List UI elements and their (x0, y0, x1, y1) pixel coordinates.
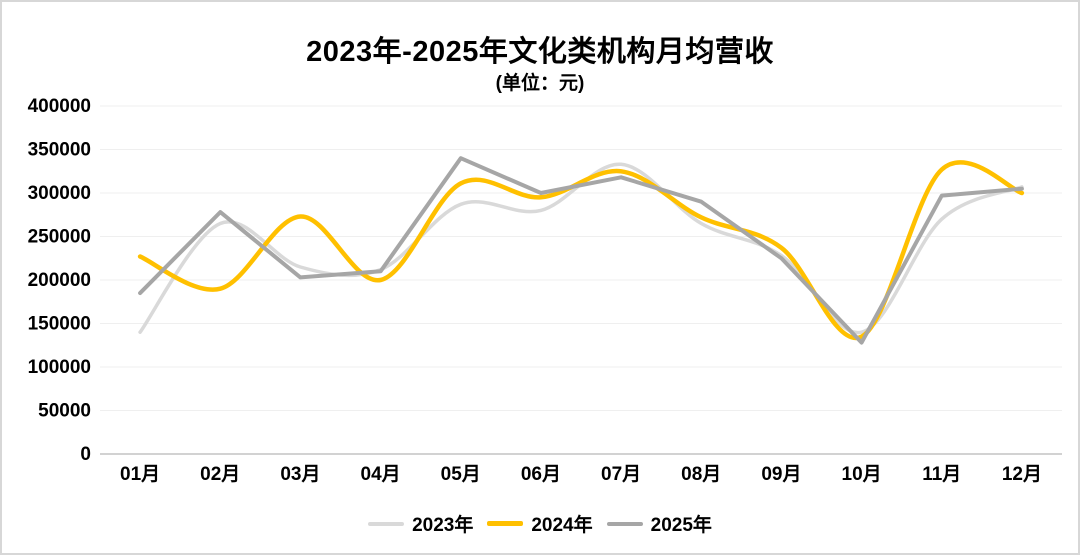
x-axis-tick-label: 08月 (681, 464, 721, 485)
y-axis-tick-label: 50000 (38, 401, 91, 422)
x-axis-tick-label: 02月 (200, 464, 240, 485)
y-axis-tick-label: 400000 (28, 96, 91, 117)
x-axis-tick-label: 10月 (842, 464, 882, 485)
series-line-2025年 (138, 156, 1024, 345)
legend-label-2024: 2024年 (531, 515, 593, 536)
legend-label-2023: 2023年 (412, 515, 474, 536)
y-axis-tick-label: 200000 (28, 270, 91, 291)
legend-swatch-2024 (487, 521, 524, 526)
x-axis-tick-label: 07月 (601, 464, 641, 485)
legend-item-2025: 2025年 (606, 510, 712, 537)
series-line-2023年 (138, 162, 1024, 335)
chart-legend: 2023年 2024年 2025年 (2, 510, 1078, 537)
y-axis-tick-label: 300000 (28, 183, 91, 204)
x-axis-tick-label: 12月 (1002, 464, 1042, 485)
legend-label-2025: 2025年 (650, 515, 712, 536)
x-axis-tick-label: 01月 (120, 464, 160, 485)
x-axis-tick-label: 09月 (761, 464, 801, 485)
chart-title: 2023年-2025年文化类机构月均营收 (306, 36, 774, 68)
x-axis-tick-label: 06月 (521, 464, 561, 485)
legend-item-2023: 2023年 (368, 510, 473, 537)
legend-swatch-2025 (606, 521, 643, 526)
y-axis-tick-label: 100000 (28, 357, 91, 378)
x-axis-tick-label: 05月 (441, 464, 481, 485)
y-axis-tick-label: 250000 (28, 227, 91, 248)
chart-subtitle: (单位：元) (495, 73, 585, 94)
legend-item-2024: 2024年 (487, 510, 593, 537)
legend-swatch-2023 (368, 521, 405, 526)
x-axis-tick-label: 11月 (922, 464, 961, 485)
x-axis-tick-label: 03月 (280, 464, 320, 485)
y-axis-tick-label: 150000 (28, 314, 91, 335)
x-axis-tick-label: 04月 (361, 464, 401, 485)
y-axis-tick-label: 350000 (28, 140, 91, 161)
y-axis-tick-label: 0 (80, 444, 91, 465)
